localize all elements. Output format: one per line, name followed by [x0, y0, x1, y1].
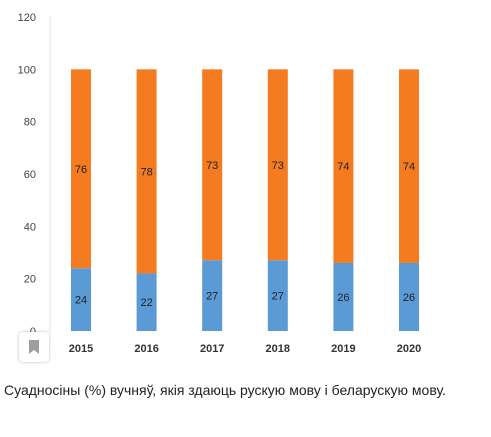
data-label: 74 [337, 161, 349, 173]
bar-segment [202, 260, 223, 331]
x-tick-label: 2019 [331, 343, 355, 355]
data-label: 74 [403, 161, 415, 173]
x-tick-label: 2020 [397, 343, 421, 355]
x-tick-label: 2016 [134, 343, 158, 355]
bar-segment [136, 69, 157, 274]
x-tick-label: 2017 [200, 343, 224, 355]
y-axis-ticks: 020406080100120 [18, 12, 36, 338]
bars-group [71, 69, 419, 331]
data-label: 73 [206, 160, 218, 172]
y-tick-label: 80 [24, 117, 36, 129]
stacked-bar-chart: 020406080100120 247622782773277326742674… [18, 12, 422, 355]
data-label: 27 [206, 291, 218, 303]
bar-segment [333, 262, 354, 331]
y-tick-label: 120 [18, 12, 36, 24]
y-tick-label: 20 [24, 274, 36, 286]
x-tick-label: 2018 [266, 343, 290, 355]
data-label: 73 [272, 160, 284, 172]
data-label: 26 [337, 292, 349, 304]
bookmark-button[interactable] [19, 332, 49, 362]
data-label: 26 [403, 292, 415, 304]
bar-segment [333, 69, 354, 263]
x-tick-label: 2015 [69, 343, 93, 355]
chart-caption: Суадносіны (%) вучняў, якія здаюць руску… [4, 382, 446, 398]
bar-segment [267, 69, 288, 261]
value-labels-group: 24 76 22 78 27 73 27 73 26 74 26 74 [75, 160, 415, 309]
bar-segment [399, 69, 419, 263]
data-label: 22 [140, 297, 152, 309]
bookmark-icon [29, 340, 39, 354]
data-label: 24 [75, 295, 87, 307]
bar-segment [71, 268, 91, 331]
bar-segment [202, 69, 223, 261]
data-label: 27 [272, 291, 284, 303]
data-label: 78 [140, 166, 152, 178]
y-tick-label: 60 [24, 169, 36, 181]
y-tick-label: 40 [24, 221, 36, 233]
bar-segment [267, 260, 288, 331]
data-label: 76 [75, 164, 87, 176]
x-axis-ticks: 2015 2016 2017 2018 2019 2020 [69, 343, 421, 355]
y-tick-label: 100 [18, 64, 36, 76]
bar-segment [136, 273, 157, 331]
bar-segment [71, 69, 91, 269]
bar-segment [399, 262, 419, 331]
